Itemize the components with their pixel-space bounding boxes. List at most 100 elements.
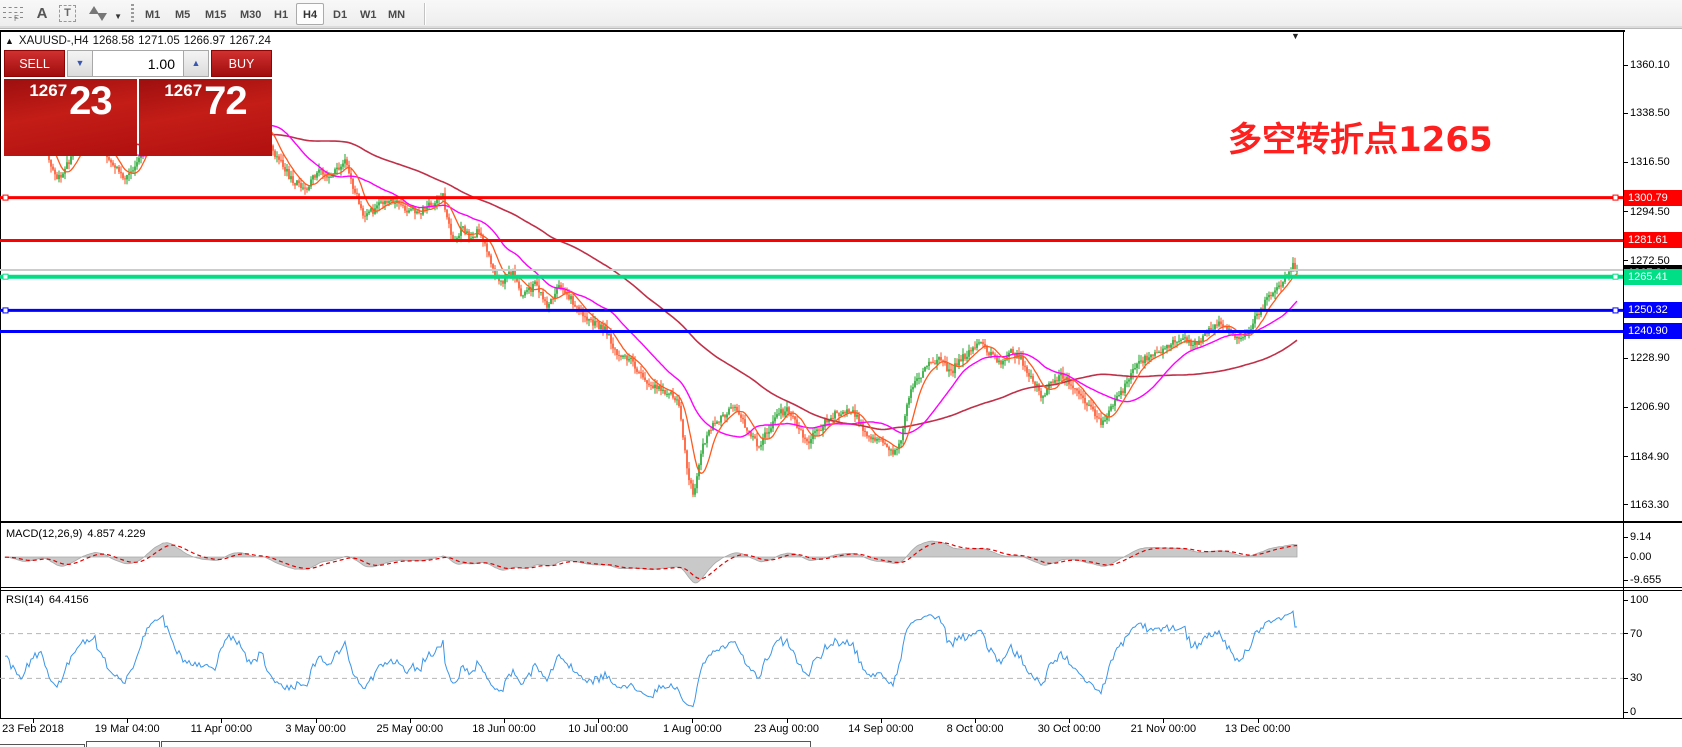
candle-body — [886, 443, 888, 448]
candle-body — [878, 438, 880, 440]
candle-body — [400, 203, 402, 205]
candle-body — [986, 346, 988, 353]
candle-body — [274, 150, 276, 157]
candle-body — [360, 204, 362, 209]
volume-input[interactable] — [93, 50, 183, 77]
candle-body — [666, 393, 668, 395]
candle-body — [1118, 395, 1120, 397]
candle-body — [388, 201, 390, 203]
candle-body — [112, 162, 114, 166]
candle-body — [120, 171, 122, 174]
time-tick — [127, 719, 129, 723]
timeframe-button-m30[interactable]: M30 — [240, 9, 262, 21]
candle-body — [760, 444, 762, 447]
line-handle[interactable] — [2, 273, 9, 280]
volume-increase-button[interactable]: ▲ — [183, 50, 209, 77]
line-handle[interactable] — [1612, 307, 1619, 314]
price-tick-label: 1294.50 — [1630, 205, 1670, 218]
panel-separator[interactable] — [0, 587, 1682, 588]
candle-body — [1200, 340, 1202, 342]
candle-body — [876, 438, 878, 441]
macd-panel[interactable] — [0, 523, 1624, 587]
panel-separator[interactable] — [0, 521, 1682, 523]
candle-body — [650, 385, 652, 387]
candle-body — [794, 416, 796, 420]
timeframe-button-mn[interactable]: MN — [388, 9, 406, 21]
candle-body — [1276, 287, 1278, 291]
candle-body — [746, 427, 748, 431]
candle-body — [322, 169, 324, 175]
timeframe-button-m15[interactable]: M15 — [205, 9, 227, 21]
arrows-icon[interactable]: ▼ — [86, 3, 124, 25]
candle-body — [304, 187, 306, 189]
line-handle[interactable] — [1612, 194, 1619, 201]
sell-button[interactable]: SELL — [4, 50, 65, 77]
candle-body — [390, 199, 392, 202]
price-level-badge-1300.79: 1300.79 — [1624, 189, 1682, 206]
volume-decrease-button[interactable]: ▼ — [67, 50, 93, 77]
candle-body — [138, 157, 140, 163]
timeframe-button-m1[interactable]: M1 — [145, 9, 161, 21]
candle-body — [1264, 299, 1266, 309]
collapse-panel-icon[interactable]: ▲ — [5, 36, 14, 46]
candle-body — [866, 432, 868, 437]
time-axis-label: 25 May 00:00 — [376, 723, 444, 735]
chart-shift-marker-icon[interactable]: ▼ — [1291, 31, 1300, 41]
timeframe-button-m5[interactable]: M5 — [175, 9, 191, 21]
candle-body — [1274, 290, 1276, 293]
candle-body — [434, 203, 436, 206]
candle-body — [1258, 313, 1260, 316]
candle-body — [1106, 416, 1108, 421]
timeframe-button-h4[interactable]: H4 — [296, 3, 325, 25]
candle-body — [622, 355, 624, 358]
macd-tick — [1623, 556, 1628, 558]
buy-button[interactable]: BUY — [211, 50, 272, 77]
candle-body — [614, 348, 616, 350]
candle-body — [940, 357, 942, 361]
fibonacci-icon[interactable]: F — [2, 3, 26, 25]
candle-body — [764, 432, 766, 438]
candle-body — [1058, 375, 1060, 382]
candle-body — [862, 423, 864, 431]
chart-tab[interactable] — [0, 744, 85, 747]
time-axis-label: 8 Oct 00:00 — [946, 723, 1004, 735]
price-tick — [1623, 406, 1628, 408]
ask-price-button[interactable]: 126772 — [139, 79, 272, 156]
timeframe-button-d1[interactable]: D1 — [333, 9, 348, 21]
candle-body — [692, 483, 694, 495]
toolbar-separator — [424, 3, 425, 25]
candle-body — [1014, 354, 1016, 358]
candle-body — [972, 347, 974, 352]
panel-separator — [0, 590, 1682, 591]
candle-body — [968, 350, 970, 357]
time-axis-label: 11 Apr 00:00 — [190, 723, 253, 735]
chart-tab[interactable] — [86, 741, 160, 747]
rsi-panel[interactable] — [0, 591, 1624, 718]
line-handle[interactable] — [2, 307, 9, 314]
candle-body — [310, 179, 312, 187]
candle-body — [474, 236, 476, 238]
text-label-icon[interactable]: T — [58, 3, 78, 25]
candle-body — [494, 268, 496, 276]
timeframe-button-w1[interactable]: W1 — [360, 9, 377, 21]
rsi-tick — [1623, 599, 1628, 601]
bid-price-button[interactable]: 126723 — [4, 79, 137, 156]
ask-price-big: 72 — [204, 79, 247, 123]
toolbar-drag-handle[interactable] — [131, 4, 134, 24]
timeframe-button-h1[interactable]: H1 — [274, 9, 289, 21]
line-handle[interactable] — [1612, 273, 1619, 280]
candle-body — [788, 407, 790, 414]
text-a-icon[interactable]: A — [36, 5, 48, 22]
candle-body — [70, 156, 72, 165]
candle-body — [1152, 354, 1154, 356]
candle-body — [1188, 340, 1190, 343]
candle-body — [600, 324, 602, 330]
candle-body — [868, 436, 870, 438]
line-handle[interactable] — [2, 194, 9, 201]
candle-body — [60, 174, 62, 178]
candle-body — [638, 371, 640, 373]
candle-body — [1092, 406, 1094, 410]
time-axis-label: 14 Sep 00:00 — [848, 723, 914, 735]
candle-body — [922, 371, 924, 378]
chart-tab[interactable] — [161, 741, 811, 747]
